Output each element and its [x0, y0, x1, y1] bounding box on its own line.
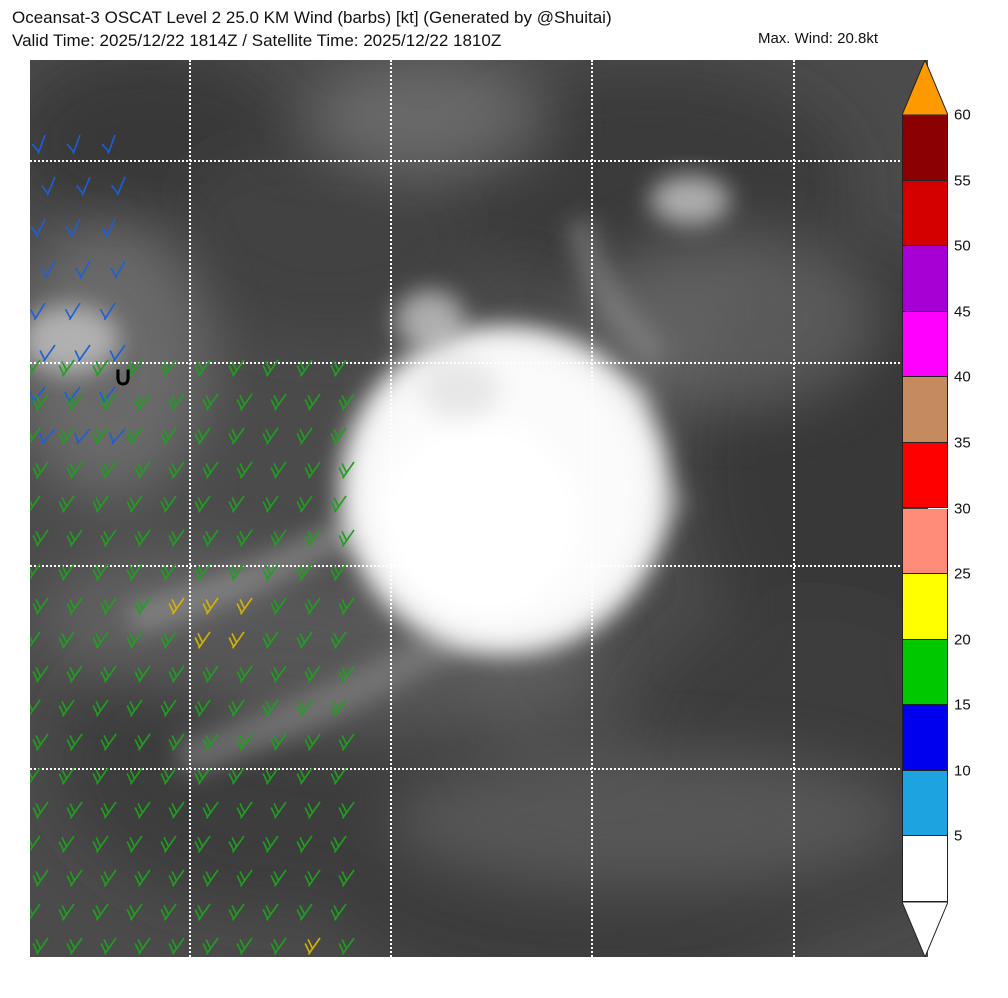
colorbar-segment-35 [902, 443, 948, 509]
colorbar-segment-10 [902, 771, 948, 837]
satellite-wind-plot: 10°S 12°S 14°S 16°S 98°E 100°E 102°E 104… [30, 60, 928, 957]
header-text-block: Oceansat-3 OSCAT Level 2 25.0 KM Wind (b… [12, 6, 612, 52]
colorbar-tick-25: 25 [954, 566, 971, 583]
colorbar-segment-40 [902, 377, 948, 443]
gridline-lon-98 [189, 60, 191, 957]
gridline-lat-10 [30, 160, 928, 162]
colorbar-segment-30 [902, 509, 948, 575]
colorbar-segment-25 [902, 574, 948, 640]
root-page: Oceansat-3 OSCAT Level 2 25.0 KM Wind (b… [0, 0, 1008, 998]
colorbar-tick-45: 45 [954, 303, 971, 320]
colorbar-tick-50: 50 [954, 238, 971, 255]
gridline-lat-12 [30, 362, 928, 364]
calm-wind-symbol: ∪ [114, 361, 133, 392]
colorbar-tick-40: 40 [954, 369, 971, 386]
colorbar-segment-50 [902, 246, 948, 312]
gridline-lat-14 [30, 565, 928, 567]
wind-speed-colorbar: 60 55 50 45 40 35 30 25 20 15 10 5 [902, 60, 948, 957]
max-wind-label: Max. Wind: 20.8kt [758, 30, 878, 47]
colorbar-segment-5 [902, 836, 948, 902]
gridline-lon-104 [793, 60, 795, 957]
colorbar-segment-55 [902, 181, 948, 247]
colorbar-tick-10: 10 [954, 762, 971, 779]
header-line1: Oceansat-3 OSCAT Level 2 25.0 KM Wind (b… [12, 6, 612, 29]
colorbar-tick-60: 60 [954, 107, 971, 124]
colorbar-tick-20: 20 [954, 631, 971, 648]
colorbar-tick-5: 5 [954, 828, 962, 845]
header-line2: Valid Time: 2025/12/22 1814Z / Satellite… [12, 29, 612, 52]
gridline-lat-16 [30, 768, 928, 770]
colorbar-tick-30: 30 [954, 500, 971, 517]
colorbar-segment-15 [902, 705, 948, 771]
colorbar-segment-20 [902, 640, 948, 706]
colorbar-tick-55: 55 [954, 172, 971, 189]
colorbar-segment-60 [902, 115, 948, 181]
colorbar-segment-45 [902, 312, 948, 378]
gridline-lon-100 [390, 60, 392, 957]
colorbar-tick-15: 15 [954, 697, 971, 714]
gridline-lon-102 [591, 60, 593, 957]
colorbar-tick-35: 35 [954, 434, 971, 451]
